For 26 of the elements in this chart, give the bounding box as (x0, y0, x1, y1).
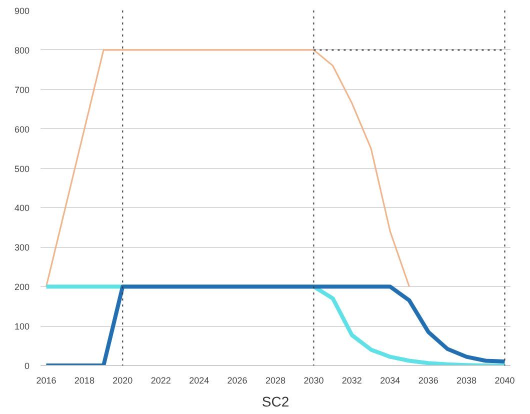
y-tick-label: 100 (14, 322, 30, 332)
x-tick-label: 2022 (150, 376, 171, 386)
x-tick-label: 2024 (189, 376, 210, 386)
x-tick-label: 2028 (265, 376, 286, 386)
y-tick-label: 300 (14, 242, 30, 253)
x-tick-label: 2040 (494, 376, 515, 386)
y-tick-label: 500 (14, 164, 30, 174)
x-tick-label: 2030 (304, 376, 324, 386)
y-tick-label: 200 (14, 282, 30, 292)
y-tick-label: 700 (14, 84, 30, 95)
x-tick-label: 2018 (74, 376, 94, 386)
text: SC2 (262, 394, 290, 410)
x-tick-label: 2032 (342, 376, 362, 386)
line-series (44, 284, 507, 366)
y-tick-label: 600 (14, 124, 30, 134)
y-tick-label: 900 (14, 6, 30, 16)
x-tick-label: 2034 (380, 376, 400, 386)
x-tick-label: 2016 (36, 376, 56, 386)
x-tick-label: 2036 (418, 376, 438, 386)
x-tick-label: 2020 (112, 376, 133, 386)
y-tick-label: 400 (14, 203, 30, 214)
line-series (45, 49, 410, 288)
x-tick-label: 2038 (456, 376, 477, 386)
x-tick-label: 2026 (227, 376, 248, 386)
y-tick-label: 800 (14, 45, 30, 56)
y-tick-label: 0 (24, 361, 30, 371)
